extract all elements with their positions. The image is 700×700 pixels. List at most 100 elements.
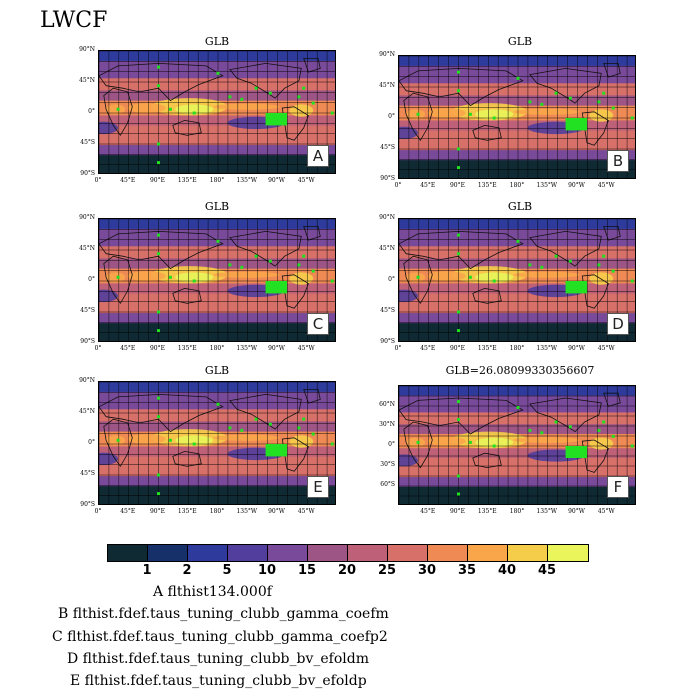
station-marker	[228, 95, 232, 99]
lwcf-field	[99, 51, 335, 173]
station-marker	[540, 102, 544, 106]
station-marker	[216, 239, 220, 243]
x-tick-label: 90°W	[268, 177, 285, 184]
colorbar-label: 35	[457, 563, 477, 578]
station-marker	[268, 259, 272, 263]
band-south-storm	[99, 293, 335, 314]
x-tick-label: 45°W	[597, 508, 615, 515]
band-north-sub	[399, 258, 635, 269]
station-marker	[597, 100, 601, 104]
band-north-high	[399, 228, 635, 247]
panel-letter: C	[307, 313, 329, 335]
colorbar-swatch	[348, 545, 388, 561]
x-tick-label: 0°	[94, 508, 102, 515]
station-marker	[528, 263, 532, 267]
band-arctic	[399, 219, 635, 229]
y-tick-label: 45°S	[380, 144, 395, 151]
indian-ocean-high	[127, 271, 166, 281]
x-tick-label: 135°E	[477, 508, 497, 515]
station-marker	[168, 107, 172, 111]
africa-high	[406, 437, 426, 448]
region-box	[565, 118, 588, 131]
x-tick-label: 180°	[509, 182, 525, 189]
station-marker	[516, 239, 520, 243]
warm-pool-peak	[175, 435, 214, 446]
x-tick-label: 135°E	[177, 177, 197, 184]
station-marker	[457, 329, 460, 333]
station-marker	[492, 279, 496, 283]
x-tick-label: 45°E	[120, 345, 136, 352]
x-tick-label: 135°W	[536, 345, 558, 352]
y-tick-label: 0°	[88, 108, 95, 115]
station-marker	[457, 474, 460, 478]
coastline	[472, 452, 502, 469]
band-south-storm	[99, 456, 335, 477]
station-marker	[602, 91, 606, 95]
amazon-high	[589, 272, 614, 285]
coastline	[603, 226, 621, 241]
station-marker	[157, 415, 160, 419]
station-marker	[492, 116, 496, 120]
coastline	[103, 87, 133, 137]
station-marker	[457, 166, 460, 170]
coastline	[103, 255, 133, 305]
x-tick-label: 45°E	[120, 177, 136, 184]
station-marker	[192, 442, 196, 446]
station-marker	[168, 438, 172, 442]
station-marker	[468, 440, 472, 444]
band-north-storm	[399, 83, 635, 96]
y-tick-label: 45°N	[79, 408, 95, 415]
station-marker	[157, 252, 160, 256]
band-north-sub	[99, 258, 335, 269]
panel-letter: B	[607, 150, 629, 172]
colorbar-label: 5	[222, 563, 232, 578]
station-marker	[157, 396, 160, 400]
x-tick-label: 90°E	[149, 508, 165, 515]
y-tick-label: 90°N	[379, 51, 395, 58]
station-marker	[157, 310, 160, 314]
band-south-storm	[399, 458, 635, 478]
band-arctic	[399, 386, 635, 396]
x-tick-label: 90°W	[568, 508, 585, 515]
station-marker	[268, 91, 272, 95]
station-marker	[611, 269, 615, 273]
band-north-storm	[399, 412, 635, 425]
station-marker	[228, 426, 232, 430]
x-tick-label: 0°	[94, 177, 102, 184]
colorbar-label: 1	[142, 563, 152, 578]
station-marker	[611, 434, 615, 438]
y-tick-label: 90°S	[80, 501, 95, 508]
station-marker	[554, 91, 558, 95]
station-marker	[240, 428, 244, 432]
colorbar-swatch	[228, 545, 268, 561]
amazon-high	[589, 437, 614, 450]
station-marker	[302, 86, 306, 90]
x-tick-label: 90°W	[568, 182, 585, 189]
y-tick-label: 45°N	[379, 245, 395, 252]
x-tick-label: 180°	[509, 345, 525, 352]
band-antarctic	[399, 486, 635, 504]
coastline	[172, 119, 202, 136]
itcz-east-pacific	[213, 434, 280, 441]
band-south-sub	[399, 448, 635, 458]
station-marker	[157, 233, 160, 237]
colorbar-label: 15	[297, 563, 317, 578]
x-tick-label: 180°	[209, 177, 225, 184]
band-north-high	[399, 395, 635, 413]
coastline	[529, 397, 602, 433]
x-tick-label: 45°E	[420, 508, 436, 515]
band-south-sub	[99, 283, 335, 294]
figure-title: LWCF	[40, 8, 108, 33]
band-antarctic	[99, 323, 335, 341]
colorbar-swatch	[548, 545, 588, 561]
band-south-high	[399, 313, 635, 324]
amazon-high	[289, 435, 314, 448]
panel-title: GLB	[507, 200, 533, 213]
y-tick-label: 90°N	[79, 46, 95, 53]
x-tick-label: 135°E	[177, 345, 197, 352]
warm-pool-peak	[175, 104, 214, 115]
station-marker	[602, 420, 606, 424]
x-tick-label: 0°	[394, 182, 402, 189]
coastline	[472, 124, 502, 141]
x-tick-label: 90°E	[449, 508, 465, 515]
